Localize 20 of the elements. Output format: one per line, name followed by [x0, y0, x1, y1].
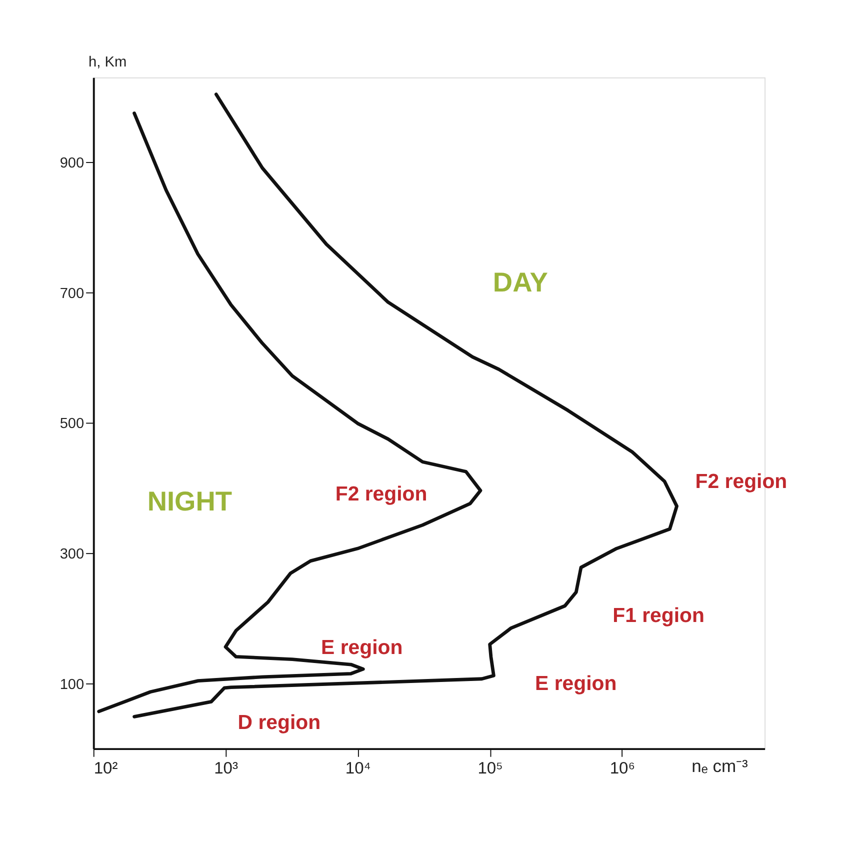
x-tick-label: 10⁶	[610, 758, 636, 778]
y-tick-label: 100	[60, 676, 84, 693]
text: NIGHT	[147, 485, 232, 516]
annotation: F2 region	[335, 484, 428, 506]
annotation: E region	[321, 637, 403, 660]
x-tick-label: 10⁴	[345, 758, 371, 778]
annotation: F1 region	[612, 605, 704, 628]
x-axis-title: nₑ cm⁻³	[692, 756, 748, 776]
y-axis-title: h, Km	[88, 54, 127, 71]
x-tick-label: 10²	[94, 758, 118, 778]
annotation: D region	[238, 712, 321, 734]
y-tick-label: 900	[60, 155, 84, 172]
text: DAY	[492, 266, 548, 298]
x-tick-label: 10³	[214, 758, 238, 778]
annotation: F2 region	[695, 470, 788, 493]
y-tick-label: 500	[60, 416, 84, 432]
y-tick-label: 300	[60, 546, 84, 562]
annotation: E region	[535, 673, 617, 696]
y-tick-label: 700	[60, 286, 84, 302]
x-tick-label: 10⁵	[478, 758, 503, 778]
